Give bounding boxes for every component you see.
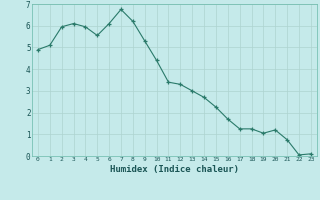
X-axis label: Humidex (Indice chaleur): Humidex (Indice chaleur) <box>110 165 239 174</box>
